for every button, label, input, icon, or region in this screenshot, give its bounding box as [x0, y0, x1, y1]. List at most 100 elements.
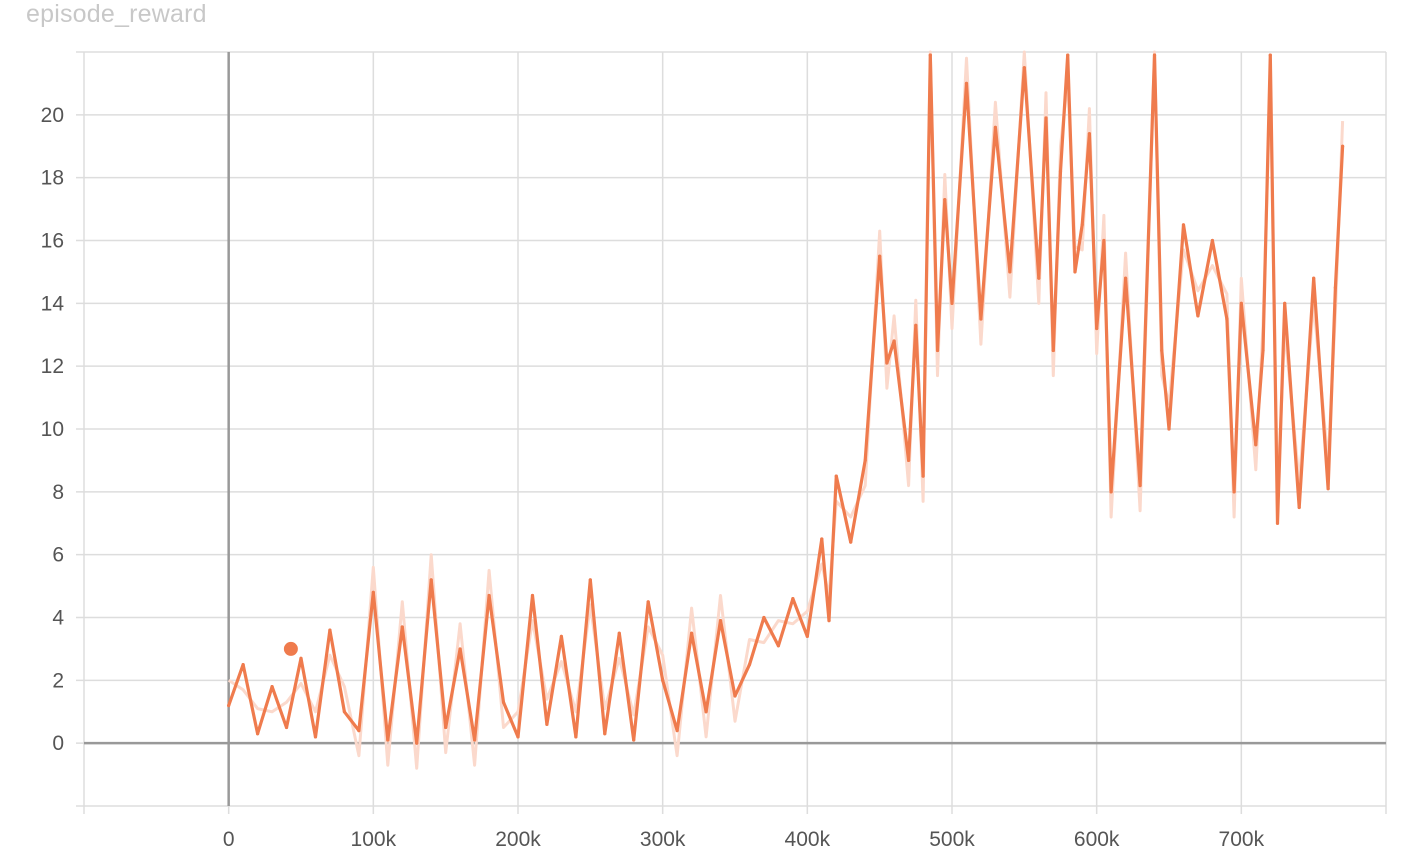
x-tick-label: 100k	[351, 828, 397, 851]
data-point	[1326, 487, 1330, 491]
data-point	[950, 301, 954, 305]
data-point	[827, 619, 831, 623]
x-tick-label: 200k	[495, 828, 541, 851]
data-point	[1044, 116, 1048, 120]
y-tick-label: 10	[41, 418, 64, 441]
x-tick-label: 0	[223, 828, 235, 851]
y-tick-label: 0	[52, 732, 64, 755]
data-point	[718, 619, 723, 623]
horizontal-gridlines	[76, 51, 1386, 807]
data-point	[545, 722, 549, 726]
x-tick-label: 700k	[1219, 828, 1265, 851]
y-tick-label: 12	[41, 355, 64, 378]
data-point	[299, 656, 303, 660]
data-point	[574, 735, 578, 739]
data-point	[342, 710, 346, 714]
data-point	[429, 578, 433, 582]
data-point	[675, 729, 679, 733]
data-point	[733, 694, 737, 698]
data-point	[979, 317, 983, 321]
x-tick-label: 300k	[640, 828, 686, 851]
data-point	[791, 597, 795, 601]
x-tick-labels: 0 100k 200k 300k 400k 500k 600k 700k	[223, 828, 1265, 851]
data-point	[1196, 314, 1200, 318]
data-point	[559, 634, 564, 638]
data-point	[530, 593, 535, 598]
y-tick-label: 14	[41, 292, 65, 315]
data-point	[415, 741, 419, 745]
data-point	[1261, 348, 1265, 353]
data-point	[357, 729, 361, 733]
data-point	[1058, 169, 1063, 173]
data-point	[914, 323, 918, 327]
data-point	[1102, 238, 1106, 243]
data-point	[820, 537, 824, 541]
data-point	[603, 732, 607, 736]
chart-title: episode_reward	[26, 0, 207, 28]
data-point	[892, 339, 896, 343]
y-tick-label: 2	[52, 669, 64, 692]
raw-line	[227, 50, 1345, 770]
data-point	[1333, 286, 1337, 290]
y-tick-label: 4	[52, 607, 64, 630]
data-point	[1095, 326, 1099, 331]
y-tick-label: 20	[41, 104, 64, 127]
data-point	[928, 53, 932, 57]
data-point	[516, 735, 520, 739]
y-tick-label: 8	[52, 481, 64, 504]
data-point	[1283, 301, 1287, 305]
data-point	[964, 81, 969, 86]
data-point	[943, 198, 947, 202]
y-tick-label: 6	[52, 544, 64, 567]
data-point	[661, 678, 665, 682]
series-line	[227, 53, 1345, 745]
data-point	[1275, 521, 1280, 525]
data-point	[241, 663, 245, 667]
data-point	[1138, 483, 1142, 488]
data-point	[1066, 53, 1070, 57]
data-point	[1080, 223, 1084, 227]
data-point	[863, 458, 867, 463]
x-tick-label: 600k	[1074, 828, 1120, 851]
data-point	[444, 725, 448, 730]
data-point	[690, 631, 694, 635]
data-point	[473, 738, 477, 742]
data-point	[313, 735, 318, 739]
data-point	[805, 634, 809, 638]
data-point	[1341, 144, 1345, 148]
data-point	[386, 738, 390, 742]
data-point	[1073, 270, 1077, 274]
data-point	[501, 700, 506, 704]
raw-series	[227, 50, 1345, 770]
data-point	[762, 615, 766, 620]
data-point	[1109, 490, 1113, 494]
data-point	[1254, 443, 1258, 447]
data-point	[704, 710, 708, 714]
vertical-gridlines	[83, 52, 1387, 814]
y-tick-labels: 0 2 4 6 8 10 12 14 16 18 20	[41, 104, 65, 755]
data-point	[885, 361, 889, 365]
smoothed-series	[227, 53, 1345, 745]
data-point	[1181, 223, 1186, 227]
data-point	[256, 732, 260, 736]
data-point	[1037, 276, 1041, 280]
data-point	[458, 647, 462, 651]
data-point	[921, 474, 925, 478]
data-point	[834, 474, 838, 478]
data-point	[1022, 66, 1026, 70]
data-point	[617, 631, 621, 635]
data-point	[284, 725, 289, 730]
data-point	[632, 738, 636, 742]
data-point	[1232, 490, 1236, 494]
data-point	[1225, 317, 1229, 321]
data-point	[1297, 505, 1301, 510]
data-point	[878, 254, 882, 258]
data-point	[400, 625, 404, 629]
data-point	[1087, 132, 1092, 136]
data-point	[270, 685, 274, 689]
x-tick-label: 500k	[929, 828, 975, 851]
data-point	[227, 703, 231, 708]
data-point	[1312, 276, 1316, 280]
